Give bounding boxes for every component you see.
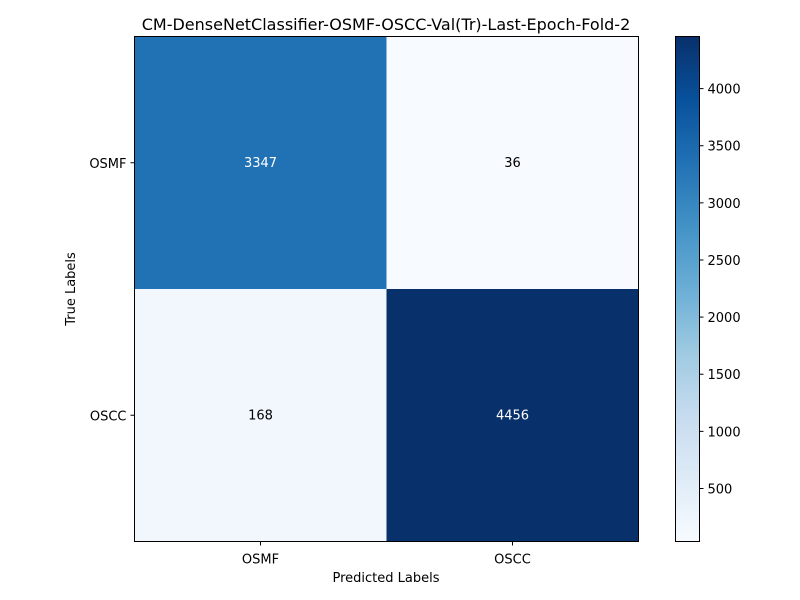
y-axis-label: True Labels <box>64 252 79 327</box>
colorbar-tick-label: 1000 <box>708 425 741 440</box>
colorbar-tick-label: 4000 <box>708 83 741 98</box>
x-tick-label: OSCC <box>494 553 531 568</box>
x-tick-label: OSMF <box>242 553 279 568</box>
colorbar <box>676 37 700 542</box>
heatmap-cells: 3347 36 168 4456 <box>135 37 639 542</box>
cell-value-label: 36 <box>504 156 521 171</box>
cell-value-label: 168 <box>248 408 273 423</box>
cell-value-label: 4456 <box>496 408 529 423</box>
x-axis-label: Predicted Labels <box>332 571 439 586</box>
x-axis-ticks: OSMF OSCC <box>242 542 531 568</box>
colorbar-tick-label: 2000 <box>708 311 741 326</box>
chart-title: CM-DenseNetClassifier-OSMF-OSCC-Val(Tr)-… <box>142 15 631 34</box>
colorbar-tick-label: 3000 <box>708 197 741 212</box>
colorbar-tick-label: 3500 <box>708 140 741 155</box>
cell-value-label: 3347 <box>244 156 277 171</box>
y-tick-label: OSCC <box>90 409 127 424</box>
colorbar-tick-label: 1500 <box>708 368 741 383</box>
y-axis-ticks: OSMF OSCC <box>89 157 134 425</box>
colorbar-tick-label: 500 <box>708 482 733 497</box>
colorbar-tick-label: 2500 <box>708 254 741 269</box>
colorbar-ticks: 500 1000 1500 2000 2500 3000 3500 4000 <box>700 83 741 498</box>
y-tick-label: OSMF <box>89 157 126 172</box>
